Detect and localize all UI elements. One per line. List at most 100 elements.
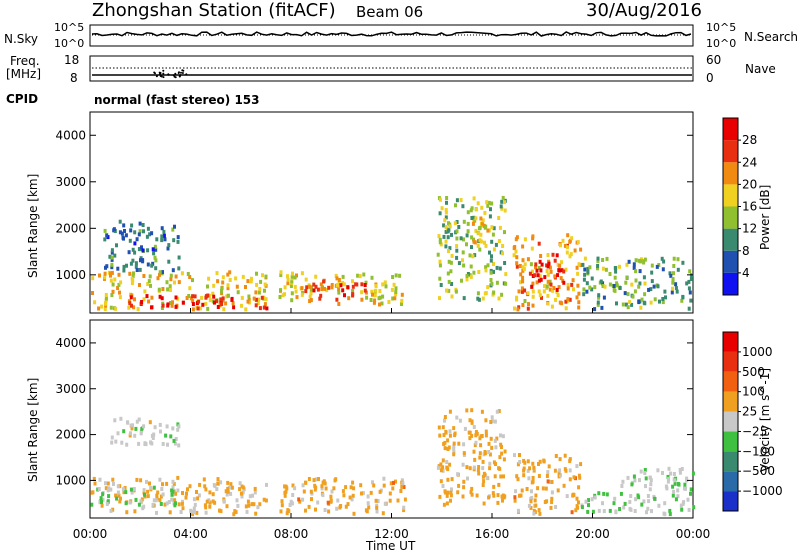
colorbar-tick-label: 16 bbox=[742, 200, 757, 214]
heatmap-cell bbox=[330, 489, 334, 494]
heatmap-cell bbox=[548, 279, 552, 284]
heatmap-cell bbox=[244, 504, 248, 509]
heatmap-cell bbox=[290, 291, 294, 296]
heatmap-cell bbox=[139, 478, 143, 483]
heatmap-cell bbox=[120, 231, 124, 236]
heatmap-cell bbox=[473, 457, 477, 462]
heatmap-cell bbox=[633, 478, 637, 483]
heatmap-cell bbox=[308, 284, 312, 289]
heatmap-cell bbox=[503, 261, 507, 265]
heatmap-cell bbox=[484, 243, 488, 248]
heatmap-cell bbox=[546, 470, 550, 475]
heatmap-cell bbox=[672, 472, 676, 476]
heatmap-cell bbox=[492, 290, 496, 295]
heatmap-cell bbox=[197, 493, 201, 498]
heatmap-cell bbox=[497, 409, 501, 414]
heatmap-cell bbox=[335, 283, 339, 288]
heatmap-cell bbox=[469, 264, 473, 269]
heatmap-cell bbox=[115, 496, 119, 501]
heatmap-cell bbox=[105, 233, 109, 238]
nave-tick-top: 60 bbox=[706, 53, 722, 67]
heatmap-cell bbox=[319, 282, 323, 287]
heatmap-cell bbox=[158, 294, 162, 299]
heatmap-cell bbox=[205, 499, 209, 504]
heatmap-cell bbox=[372, 483, 376, 488]
heatmap-cell bbox=[653, 297, 657, 302]
heatmap-cell bbox=[158, 498, 162, 503]
heatmap-cell bbox=[472, 449, 476, 454]
heatmap-cell bbox=[193, 502, 197, 507]
heatmap-cell bbox=[530, 495, 534, 500]
heatmap-cell bbox=[469, 274, 473, 279]
heatmap-cell bbox=[91, 490, 95, 495]
heatmap-cell bbox=[443, 440, 447, 445]
heatmap-cell bbox=[629, 494, 633, 498]
heatmap-cell bbox=[688, 290, 692, 295]
heatmap-cell bbox=[302, 489, 306, 494]
heatmap-cell bbox=[491, 232, 495, 237]
heatmap-cell bbox=[535, 280, 539, 285]
heatmap-cell bbox=[104, 486, 108, 491]
heatmap-cell bbox=[487, 200, 491, 205]
heatmap-cell bbox=[528, 271, 532, 276]
heatmap-cell bbox=[324, 486, 328, 491]
heatmap-cell bbox=[179, 510, 183, 514]
heatmap-cell bbox=[543, 284, 546, 289]
heatmap-cell bbox=[593, 307, 597, 312]
heatmap-cell bbox=[132, 305, 136, 310]
heatmap-cell bbox=[521, 275, 525, 280]
heatmap-cell bbox=[570, 510, 574, 515]
heatmap-cell bbox=[117, 282, 121, 287]
heatmap-cell bbox=[145, 234, 149, 239]
heatmap-cell bbox=[537, 474, 541, 478]
heatmap-cell bbox=[150, 295, 154, 300]
heatmap-cell bbox=[531, 289, 535, 294]
heatmap-cell bbox=[577, 262, 581, 267]
heatmap-cell bbox=[549, 282, 553, 287]
heatmap-cell bbox=[680, 507, 684, 512]
heatmap-cell bbox=[452, 450, 456, 455]
heatmap-cell bbox=[437, 425, 441, 430]
heatmap-cell bbox=[363, 283, 367, 287]
heatmap-cell bbox=[450, 477, 454, 482]
heatmap-cell bbox=[604, 267, 608, 272]
colorbar-swatch bbox=[723, 332, 738, 352]
heatmap-cell bbox=[555, 290, 559, 294]
heatmap-cell bbox=[534, 493, 538, 498]
heatmap-cell bbox=[557, 470, 561, 475]
heatmap-cell bbox=[314, 507, 317, 512]
heatmap-cell bbox=[252, 502, 256, 507]
heatmap-cell bbox=[222, 307, 226, 312]
heatmap-cell bbox=[124, 490, 128, 495]
heatmap-cell bbox=[474, 433, 478, 438]
heatmap-cell bbox=[601, 258, 605, 262]
heatmap-cell bbox=[129, 431, 132, 436]
heatmap-cell bbox=[204, 301, 208, 306]
heatmap-cell bbox=[142, 490, 146, 495]
heatmap-cell bbox=[580, 505, 584, 510]
heatmap-cell bbox=[321, 480, 325, 485]
heatmap-cell bbox=[361, 491, 365, 496]
heatmap-cell bbox=[184, 495, 188, 500]
x-tick-label: 08:00 bbox=[274, 527, 309, 541]
heatmap-cell bbox=[638, 281, 642, 286]
heatmap-cell bbox=[481, 466, 485, 471]
heatmap-cell bbox=[445, 493, 449, 498]
heatmap-cell bbox=[591, 509, 595, 514]
heatmap-cell bbox=[400, 302, 403, 306]
heatmap-cell bbox=[375, 509, 379, 514]
heatmap-cell bbox=[216, 477, 220, 482]
heatmap-cell bbox=[341, 489, 345, 494]
heatmap-cell bbox=[301, 497, 305, 502]
heatmap-cell bbox=[225, 504, 229, 509]
heatmap-cell bbox=[174, 295, 178, 300]
heatmap-cell bbox=[439, 479, 443, 484]
heatmap-cell bbox=[314, 477, 318, 482]
heatmap-cell bbox=[549, 505, 553, 510]
heatmap-cell bbox=[158, 422, 162, 427]
heatmap-cell bbox=[150, 441, 154, 446]
heatmap-cell bbox=[468, 436, 472, 441]
heatmap-cell bbox=[559, 243, 562, 248]
heatmap-cell bbox=[630, 482, 634, 487]
heatmap-cell bbox=[309, 291, 313, 296]
